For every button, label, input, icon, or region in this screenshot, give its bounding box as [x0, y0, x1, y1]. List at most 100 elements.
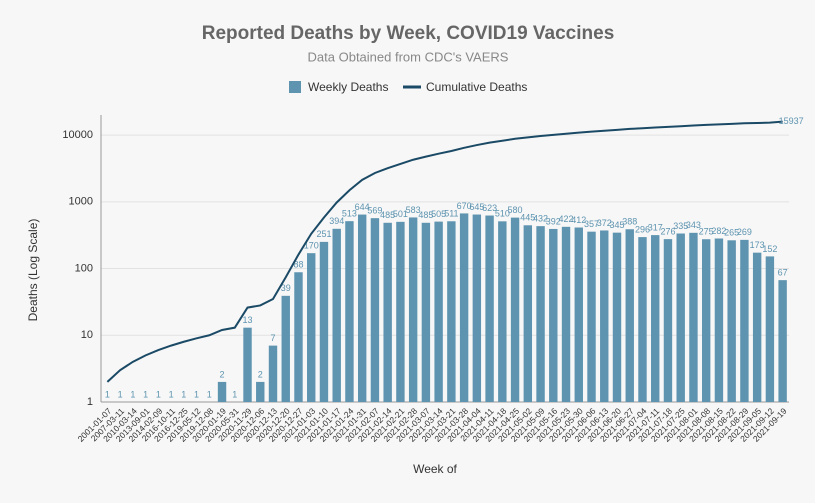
data-label: 343 — [686, 220, 701, 230]
data-label: 67 — [778, 268, 788, 278]
chart-title: Reported Deaths by Week, COVID19 Vaccine… — [202, 23, 615, 44]
bar — [408, 217, 418, 402]
data-label: 644 — [355, 202, 370, 212]
data-label: 265 — [724, 228, 739, 238]
bar — [663, 239, 673, 402]
data-label: 345 — [609, 220, 624, 230]
data-label: 335 — [673, 221, 688, 231]
bar — [485, 215, 494, 402]
legend-label: Cumulative Deaths — [426, 80, 527, 94]
data-label: 445 — [520, 213, 535, 223]
data-label: 170 — [304, 241, 319, 251]
legend-swatch — [289, 81, 301, 93]
data-label: 1 — [156, 389, 161, 399]
data-label: 569 — [367, 206, 382, 216]
bar — [357, 214, 367, 402]
bar — [307, 253, 316, 402]
data-label: 13 — [243, 315, 253, 325]
data-label: 2 — [220, 369, 225, 379]
data-label: 1 — [118, 389, 123, 399]
bar — [281, 295, 290, 402]
chart-subtitle: Data Obtained from CDC's VAERS — [308, 49, 509, 64]
data-label: 485 — [380, 210, 395, 220]
bar — [638, 237, 647, 402]
bar — [752, 252, 762, 402]
data-label: 432 — [533, 214, 548, 224]
data-label: 583 — [406, 205, 421, 215]
y-axis-label: Deaths (Log Scale) — [26, 219, 40, 322]
bar — [243, 327, 252, 402]
bar — [472, 214, 482, 402]
bar — [510, 217, 520, 402]
data-label: 15937 — [779, 116, 804, 126]
bar — [523, 225, 533, 402]
data-label: 269 — [737, 227, 752, 237]
data-label: 39 — [281, 283, 291, 293]
x-axis-label: Week of — [413, 462, 457, 476]
y-tick-label: 10000 — [62, 129, 93, 141]
bar — [587, 231, 596, 402]
bar — [689, 232, 698, 402]
data-label: 1 — [143, 389, 148, 399]
data-label: 394 — [329, 216, 344, 226]
bar — [319, 241, 329, 402]
bar — [332, 228, 341, 402]
data-label: 1 — [130, 389, 135, 399]
data-label: 152 — [762, 244, 777, 254]
bar — [727, 240, 736, 402]
bar — [549, 228, 558, 402]
data-label: 357 — [584, 219, 599, 229]
bar — [217, 381, 227, 402]
data-label: 485 — [418, 210, 433, 220]
data-label: 510 — [495, 209, 510, 219]
bar — [536, 226, 545, 402]
bar — [498, 221, 507, 402]
data-label: 1 — [169, 389, 174, 399]
data-label: 511 — [444, 209, 458, 219]
y-tick-label: 10 — [81, 329, 93, 341]
bar — [383, 222, 392, 402]
bar — [256, 381, 265, 402]
bar — [651, 235, 660, 402]
y-tick-label: 1 — [87, 396, 93, 408]
bar — [268, 345, 278, 402]
data-label: 580 — [508, 205, 523, 215]
data-label: 372 — [597, 218, 612, 228]
bar — [612, 232, 622, 402]
data-label: 1 — [232, 389, 237, 399]
data-label: 412 — [571, 215, 586, 225]
data-label: 422 — [559, 214, 574, 224]
data-label: 275 — [699, 227, 714, 237]
bar — [778, 280, 787, 402]
data-label: 388 — [622, 217, 637, 227]
data-label: 296 — [635, 224, 650, 234]
bar — [421, 222, 431, 402]
bar — [600, 230, 609, 402]
line — [106, 120, 783, 383]
bar — [434, 221, 443, 402]
data-label: 1 — [194, 389, 199, 399]
data-label: 276 — [660, 226, 675, 236]
bar — [459, 213, 469, 402]
data-label: 501 — [393, 209, 408, 219]
bar — [625, 229, 634, 402]
data-label: 645 — [469, 202, 484, 212]
data-label: 513 — [342, 209, 357, 219]
y-tick-label: 1000 — [69, 196, 93, 208]
bar — [447, 221, 456, 402]
data-label: 7 — [270, 333, 275, 343]
bar — [294, 272, 303, 402]
data-label: 505 — [431, 209, 446, 219]
data-label: 1 — [207, 389, 212, 399]
data-label: 1 — [105, 389, 110, 399]
bar — [561, 226, 571, 402]
bar — [701, 239, 711, 402]
bar — [574, 227, 583, 402]
data-label: 623 — [482, 203, 497, 213]
bar — [676, 233, 685, 402]
data-label: 670 — [457, 201, 472, 211]
bar — [740, 239, 749, 402]
data-label: 392 — [546, 216, 561, 226]
bar — [345, 221, 354, 402]
